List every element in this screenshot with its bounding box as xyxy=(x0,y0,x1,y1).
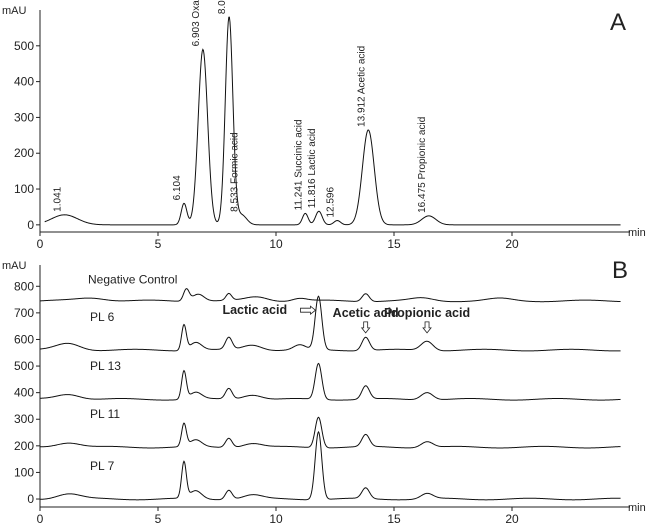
y-axis-unit: mAU xyxy=(2,5,27,17)
panel-label-b: B xyxy=(612,257,628,284)
sample-trace xyxy=(40,416,621,449)
series-label: PL 6 xyxy=(90,310,115,324)
y-tick-label: 800 xyxy=(14,279,34,293)
peak-label: 1.041 xyxy=(53,186,64,211)
down-arrow-icon xyxy=(422,321,432,334)
x-tick-label: 15 xyxy=(387,237,401,251)
y-tick-label: 400 xyxy=(14,75,34,89)
annotation-label: Propionic acid xyxy=(384,306,470,320)
sample-trace xyxy=(39,295,621,352)
chromatogram-trace-a xyxy=(44,16,621,226)
peak-label: 16.475 Propionic acid xyxy=(417,117,428,213)
y-tick-label: 100 xyxy=(14,465,34,479)
x-axis-unit: min xyxy=(628,502,646,514)
x-axis-unit: min xyxy=(628,227,646,239)
x-tick-label: 15 xyxy=(387,512,401,526)
annotation-lactic-acid: Lactic acid xyxy=(222,303,287,317)
sample-trace xyxy=(39,362,621,401)
series-label: Negative Control xyxy=(88,273,177,287)
x-tick-label: 0 xyxy=(37,237,44,251)
y-tick-label: 100 xyxy=(14,182,34,196)
peak-label: 6.903 Oxalic acid xyxy=(191,0,202,46)
x-tick-label: 5 xyxy=(155,237,162,251)
y-tick-label: 300 xyxy=(14,412,34,426)
x-tick-label: 5 xyxy=(155,512,162,526)
peak-label: 8.533 Formic acid xyxy=(229,132,240,211)
y-tick-label: 0 xyxy=(27,218,34,232)
sample-trace xyxy=(39,430,621,501)
annotation-label: Acetic acid xyxy=(333,306,399,320)
y-axis-unit: mAU xyxy=(2,260,27,272)
y-tick-label: 300 xyxy=(14,110,34,124)
x-tick-label: 20 xyxy=(505,512,519,526)
series-label: PL 13 xyxy=(90,359,121,373)
panel-b: 0 5 10 15 200100200300400500600700800mAUminB… xyxy=(2,257,646,526)
series-label: PL 7 xyxy=(90,459,115,473)
series-label: PL 11 xyxy=(90,407,120,421)
x-tick-label: 0 xyxy=(37,512,44,526)
y-tick-label: 200 xyxy=(14,439,34,453)
y-tick-label: 500 xyxy=(14,359,34,373)
y-tick-label: 0 xyxy=(27,492,34,506)
down-arrow-icon xyxy=(360,321,371,334)
y-tick-label: 600 xyxy=(14,332,34,346)
panel-label-a: A xyxy=(610,9,626,36)
sample-trace xyxy=(39,288,621,303)
y-tick-label: 700 xyxy=(14,306,34,320)
y-tick-label: 200 xyxy=(14,146,34,160)
peak-label: 6.104 xyxy=(172,175,183,200)
peak-label: 12.596 xyxy=(325,187,336,218)
x-tick-label: 20 xyxy=(505,237,519,251)
right-arrow-icon xyxy=(300,305,317,316)
x-tick-label: 10 xyxy=(269,237,283,251)
x-tick-label: 10 xyxy=(269,512,283,526)
peak-label: 11.816 Lactic acid xyxy=(307,128,318,208)
peak-label: 13.912 Acetic acid xyxy=(356,46,367,127)
y-tick-label: 500 xyxy=(14,39,34,53)
peak-label: 8.012 Malic acid xyxy=(217,0,228,14)
y-tick-label: 400 xyxy=(14,386,34,400)
peak-label: 11.241 Succinic acid xyxy=(293,119,304,210)
